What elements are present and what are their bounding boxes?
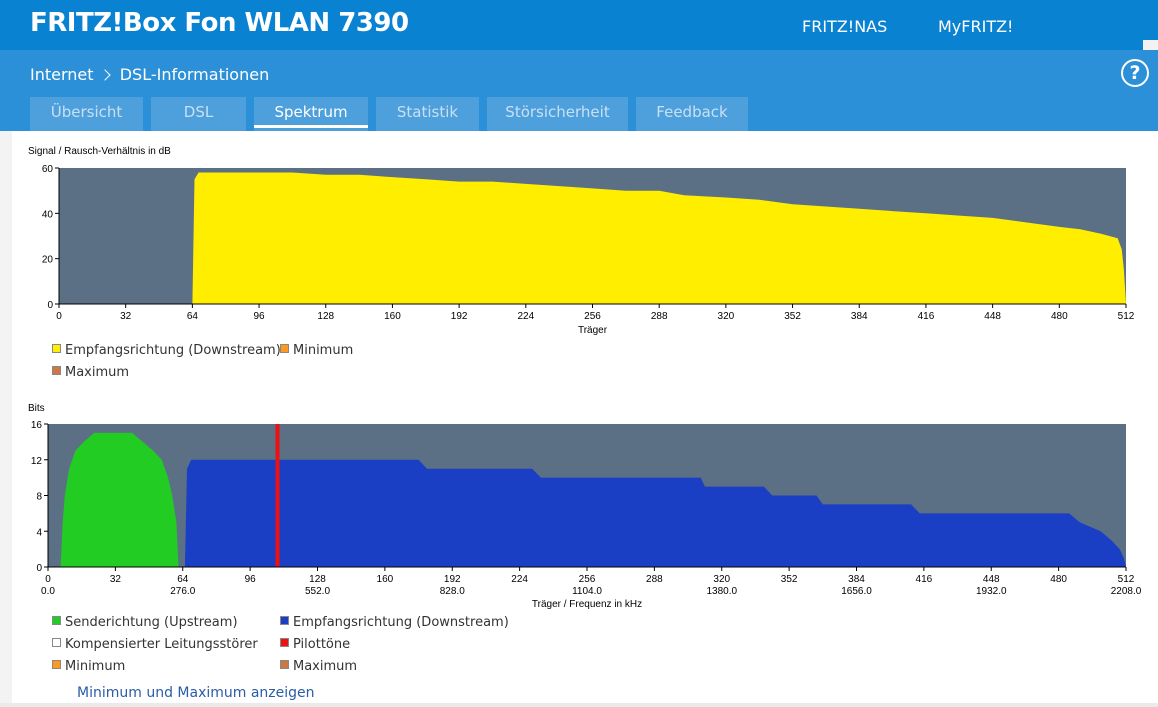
- x-tick-label: 512: [1118, 574, 1135, 585]
- x-tick-label: 384: [851, 311, 868, 322]
- legend-upstream: Senderichtung (Upstream): [52, 615, 238, 630]
- x-tick-label: 160: [377, 574, 394, 585]
- tab-statistik[interactable]: Statistik: [376, 97, 479, 131]
- legend-swatch: [280, 616, 289, 625]
- series-area-0: [192, 172, 1126, 304]
- y-tick-label: 60: [42, 164, 54, 175]
- x-tick-label: 448: [984, 311, 1001, 322]
- snr-chart-title: Signal / Rausch-Verhältnis in dB: [28, 146, 171, 157]
- legend-swatch: [280, 660, 289, 669]
- tab-stoersicherheit[interactable]: Störsicherheit: [487, 97, 628, 131]
- x-tick-label: 416: [918, 311, 935, 322]
- freq-tick-label: 828.0: [440, 586, 465, 597]
- tab-feedback[interactable]: Feedback: [636, 97, 748, 131]
- breadcrumb-parent[interactable]: Internet: [30, 65, 94, 84]
- pilot-tone-marker: [275, 424, 280, 567]
- x-tick-label: 288: [646, 574, 663, 585]
- y-tick-label: 0: [36, 563, 42, 574]
- bits-chart-title: Bits: [28, 403, 45, 414]
- y-tick-label: 8: [36, 492, 42, 503]
- y-tick-label: 20: [42, 255, 54, 266]
- series-area-0: [60, 432, 179, 567]
- legend-maximum: Maximum: [52, 365, 129, 380]
- x-tick-label: 320: [713, 574, 730, 585]
- x-tick-label: 96: [245, 574, 257, 585]
- x-tick-label: 448: [983, 574, 1000, 585]
- x-tick-label: 192: [444, 574, 461, 585]
- freq-tick-label: 1104.0: [572, 586, 602, 597]
- x-tick-label: 32: [110, 574, 122, 585]
- x-tick-label: 256: [584, 311, 601, 322]
- y-tick-label: 4: [36, 527, 42, 538]
- series-area-1: [184, 459, 1126, 567]
- x-tick-label: 64: [187, 311, 199, 322]
- legend-crosstalk: Kompensierter Leitungsstörer: [52, 637, 258, 652]
- bottom-divider: [0, 703, 1158, 707]
- show-minmax-link[interactable]: Minimum und Maximum anzeigen: [77, 685, 315, 701]
- x-tick-label: 512: [1118, 311, 1135, 322]
- freq-tick-label: 552.0: [305, 586, 330, 597]
- y-tick-label: 40: [42, 209, 54, 220]
- x-tick-label: 64: [177, 574, 189, 585]
- x-tick-label: 352: [781, 574, 798, 585]
- x-tick-label: 192: [451, 311, 468, 322]
- freq-tick-label: 1380.0: [706, 586, 737, 597]
- x-tick-label: 0: [56, 311, 62, 322]
- x-tick-label: 384: [848, 574, 865, 585]
- legend-swatch: [52, 638, 61, 647]
- x-tick-label: 128: [317, 311, 334, 322]
- y-tick-label: 0: [47, 300, 53, 311]
- x-tick-label: 288: [651, 311, 668, 322]
- left-strip: [0, 131, 12, 707]
- bits-chart: 0 32 64 96 128 160 192 224 256 288 320 352 384 416 448…: [31, 420, 1142, 610]
- myfritz-link[interactable]: MyFRITZ!: [938, 17, 1014, 36]
- freq-tick-label: 2208.0: [1111, 586, 1142, 597]
- tab-dsl[interactable]: DSL: [151, 97, 246, 131]
- x-tick-label: 480: [1050, 574, 1067, 585]
- legend-swatch: [280, 638, 289, 647]
- legend-swatch: [52, 616, 61, 625]
- legend-minimum-bits: Minimum: [52, 659, 125, 674]
- breadcrumb-current: DSL-Informationen: [119, 65, 270, 84]
- snr-chart: 0 32 64 96 128 160 192 224 256 288 320 352 384 416 448…: [42, 164, 1135, 336]
- legend-swatch: [52, 660, 61, 669]
- x-tick-label: 320: [718, 311, 735, 322]
- tab-uebersicht[interactable]: Übersicht: [30, 97, 143, 131]
- x-axis-label: Träger: [578, 325, 608, 336]
- help-icon[interactable]: ?: [1121, 59, 1149, 87]
- x-tick-label: 160: [384, 311, 401, 322]
- x-tick-label: 352: [784, 311, 801, 322]
- freq-tick-label: 1656.0: [841, 586, 872, 597]
- chevron-right-icon: [98, 69, 111, 81]
- y-tick-label: 12: [31, 456, 43, 467]
- x-tick-label: 96: [254, 311, 266, 322]
- freq-tick-label: 276.0: [170, 586, 195, 597]
- product-title: FRITZ!Box Fon WLAN 7390: [30, 8, 409, 38]
- legend-swatch: [52, 344, 61, 353]
- x-tick-label: 32: [120, 311, 132, 322]
- y-tick-label: 16: [31, 420, 43, 431]
- x-tick-label: 256: [579, 574, 596, 585]
- breadcrumb: Internet DSL-Informationen: [30, 65, 269, 84]
- legend-pilot: Pilottöne: [280, 637, 350, 652]
- x-tick-label: 224: [511, 574, 528, 585]
- fritznas-link[interactable]: FRITZ!NAS: [802, 17, 888, 36]
- legend-swatch: [52, 366, 61, 375]
- x-tick-label: 224: [517, 311, 534, 322]
- legend-downstream-snr: Empfangsrichtung (Downstream): [52, 343, 281, 358]
- x-tick-label: 0: [45, 574, 51, 585]
- top-header: [0, 0, 1158, 50]
- tab-spektrum[interactable]: Spektrum: [254, 97, 368, 131]
- legend-minimum: Minimum: [280, 343, 353, 358]
- freq-tick-label: 0.0: [41, 586, 55, 597]
- legend-downstream-bits: Empfangsrichtung (Downstream): [280, 615, 509, 630]
- x-tick-label: 416: [916, 574, 933, 585]
- legend-maximum-bits: Maximum: [280, 659, 357, 674]
- x-tick-label: 128: [309, 574, 326, 585]
- x-tick-label: 480: [1051, 311, 1068, 322]
- x-axis-label: Träger / Frequenz in kHz: [532, 599, 642, 610]
- freq-tick-label: 1932.0: [976, 586, 1007, 597]
- legend-swatch: [280, 344, 289, 353]
